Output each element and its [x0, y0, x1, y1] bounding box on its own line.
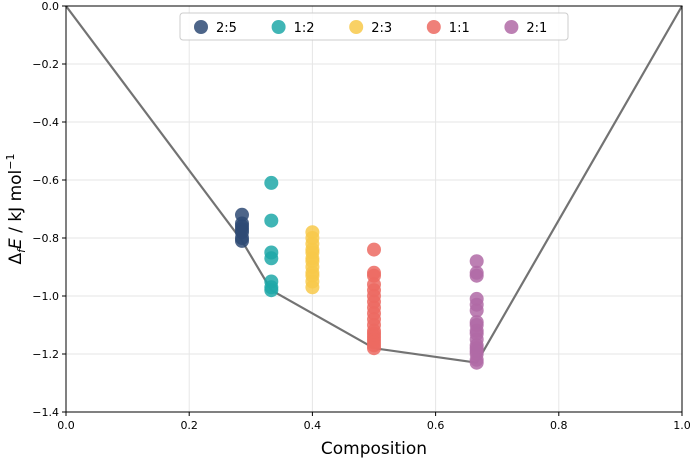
x-tick-label: 0.2 — [180, 419, 198, 432]
y-axis-ticks: 0.0 −0.2 −0.4 −0.6 −0.8 −1.0 −1.2 −1.4 — [32, 0, 66, 419]
x-tick-label: 0.4 — [304, 419, 322, 432]
point-series-4 — [469, 268, 484, 283]
y-axis-title-subscript: f — [15, 247, 28, 253]
point-series-1 — [264, 213, 279, 228]
legend-marker — [194, 20, 208, 34]
x-axis-title: Composition — [321, 439, 427, 458]
legend-label: 2:5 — [216, 21, 237, 36]
point-series-1 — [264, 283, 279, 298]
y-axis-title-variable: E — [6, 238, 26, 249]
y-tick-label: −1.2 — [32, 348, 59, 361]
y-tick-label: −1.4 — [32, 406, 59, 419]
x-tick-label: 1.0 — [673, 419, 691, 432]
x-tick-label: 0.0 — [57, 419, 75, 432]
y-tick-label: −0.6 — [32, 174, 59, 187]
legend-marker — [349, 20, 364, 34]
y-tick-label: −0.4 — [32, 116, 59, 129]
x-tick-label: 0.8 — [550, 419, 568, 432]
point-series-3 — [367, 242, 381, 257]
legend-label: 1:1 — [449, 21, 470, 36]
point-series-1 — [264, 251, 279, 266]
y-axis-title: ΔfE / kJ mol−1 — [4, 154, 28, 265]
point-series-4 — [469, 355, 484, 370]
x-axis-ticks: 0.0 0.2 0.4 0.6 0.8 1.0 — [57, 412, 691, 432]
legend-label: 2:1 — [526, 21, 547, 36]
point-series-4 — [469, 303, 484, 318]
legend-label: 2:3 — [371, 21, 392, 36]
y-tick-label: −1.0 — [32, 290, 59, 303]
y-tick-label: −0.8 — [32, 232, 59, 245]
point-series-4 — [469, 254, 484, 269]
legend-marker — [504, 20, 519, 34]
convex-hull — [65, 5, 683, 364]
hull-line — [65, 5, 683, 364]
point-series-0 — [234, 233, 249, 248]
y-axis-title-delta: Δ — [6, 252, 26, 264]
data-points — [234, 175, 484, 370]
legend: 2:5 1:2 2:3 1:1 2:1 — [179, 12, 569, 41]
legend-marker — [426, 20, 441, 34]
point-series-1 — [264, 175, 279, 190]
point-series-2 — [305, 280, 320, 295]
legend-marker — [271, 20, 286, 34]
y-tick-label: 0.0 — [42, 0, 60, 13]
y-tick-label: −0.2 — [32, 58, 59, 71]
y-axis-title-superscript: −1 — [4, 154, 17, 170]
legend-label: 1:2 — [294, 21, 315, 36]
plot-frame — [65, 5, 683, 413]
x-tick-label: 0.6 — [427, 419, 445, 432]
y-axis-title-unit: / kJ mol — [6, 170, 26, 238]
point-series-3 — [367, 341, 381, 356]
